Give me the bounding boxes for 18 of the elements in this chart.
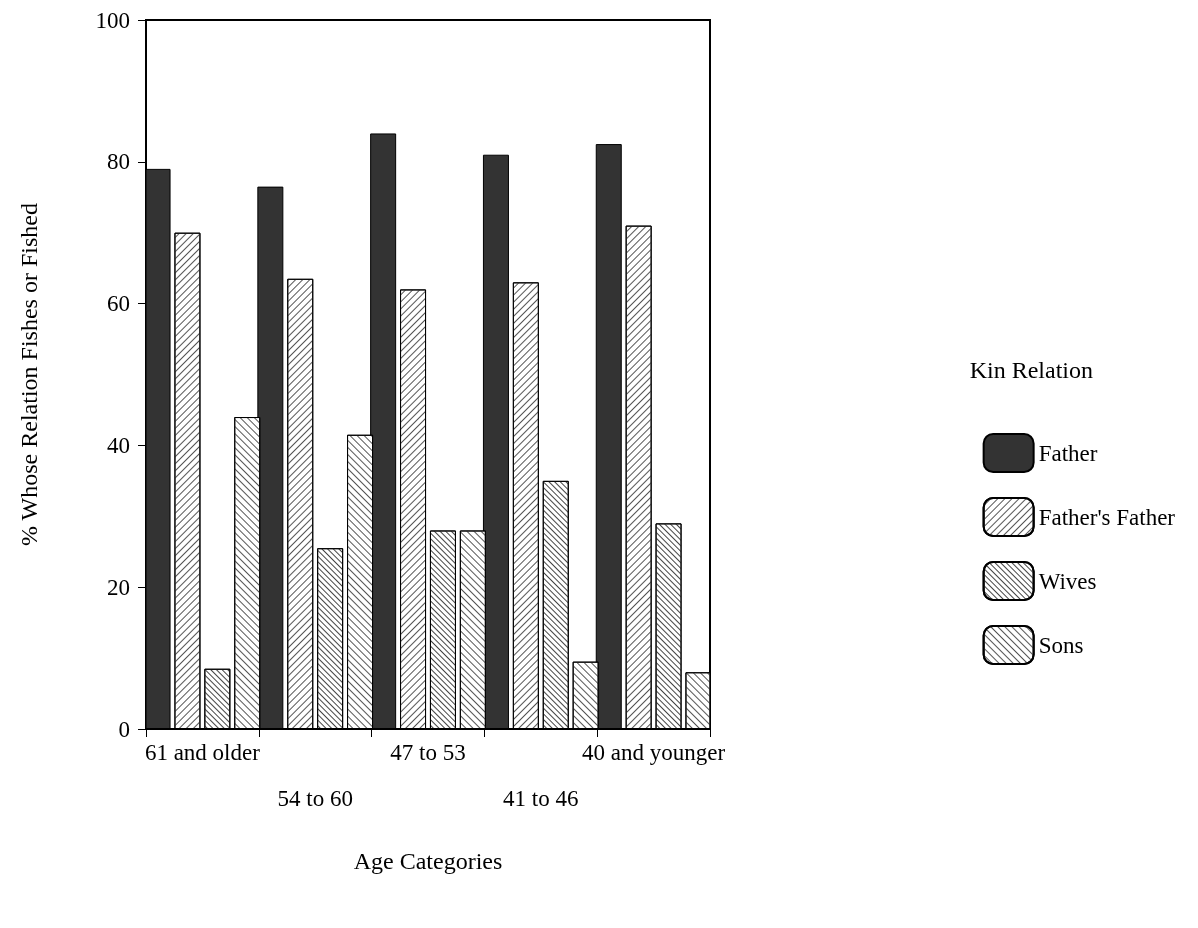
x-tick-label: 61 and older	[144, 740, 261, 765]
y-tick-label: 40	[107, 432, 130, 458]
legend-title: Kin Relation	[969, 357, 1094, 383]
x-tick-label: 41 to 46	[503, 786, 579, 811]
x-axis-title: Age Categories	[353, 848, 503, 874]
y-tick-label: 20	[107, 574, 130, 600]
legend-label: Wives	[1038, 568, 1097, 594]
y-tick-label: 80	[107, 149, 130, 175]
legend-label: Father's Father	[1038, 504, 1176, 530]
y-tick-label: 60	[107, 291, 130, 317]
y-tick-label: 0	[118, 716, 130, 742]
legend-label: Sons	[1038, 632, 1084, 658]
x-tick-label: 54 to 60	[277, 786, 353, 811]
y-tick-label: 100	[95, 7, 130, 33]
legend-label: Father	[1038, 440, 1098, 466]
x-tick-label: 47 to 53	[390, 740, 466, 765]
y-axis-title: % Whose Relation Fishes or Fished	[16, 203, 42, 546]
x-tick-label: 40 and younger	[582, 740, 726, 765]
